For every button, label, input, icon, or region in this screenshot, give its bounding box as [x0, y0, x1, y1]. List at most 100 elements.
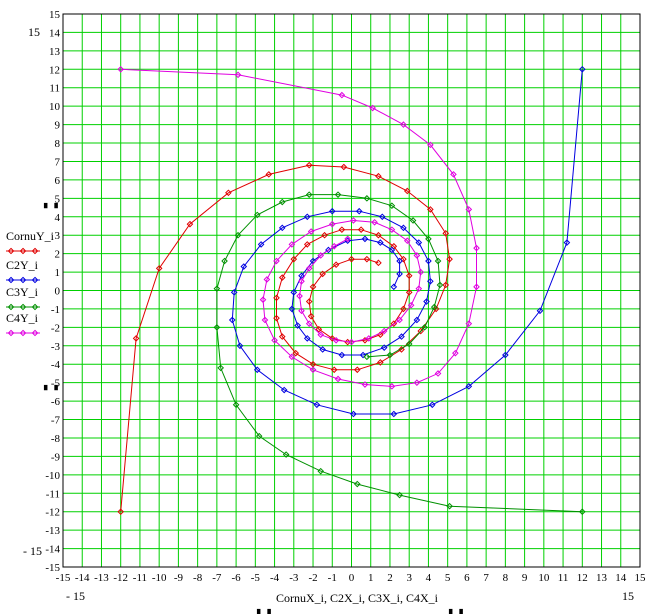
data-point [396, 257, 403, 265]
data-point [536, 307, 544, 315]
data-point [305, 265, 313, 272]
data-point [465, 320, 473, 327]
data-point [213, 285, 221, 292]
y-tick-label: -3 [51, 341, 61, 353]
data-point [388, 246, 396, 254]
data-point [328, 335, 336, 342]
data-point [305, 161, 313, 169]
y-tick-label: -14 [45, 544, 60, 556]
data-point [317, 252, 325, 259]
data-point [186, 220, 194, 228]
data-point [353, 480, 361, 488]
legend-swatch-marker [7, 303, 15, 311]
data-point [288, 305, 296, 313]
legend-label: C2Y_i [6, 258, 39, 272]
data-point [307, 312, 315, 320]
data-point [359, 351, 367, 359]
x-tick-label: -4 [270, 572, 280, 584]
data-point [292, 349, 300, 357]
data-point [363, 195, 371, 202]
data-point [365, 335, 373, 342]
data-point [427, 141, 434, 149]
data-point [446, 255, 453, 263]
data-point [278, 224, 286, 232]
data-point [338, 351, 346, 359]
data-point [380, 327, 388, 335]
axis-marker-1: ▖▗ [43, 198, 59, 209]
data-point [338, 226, 346, 233]
data-point [396, 270, 403, 278]
data-point [319, 346, 326, 353]
data-point [390, 283, 398, 291]
data-point [400, 305, 407, 313]
tick-layer: 1514131211109876543210-1-2-3-4-5-6-7-8-9… [45, 9, 646, 584]
data-point [350, 410, 357, 418]
data-point [117, 65, 125, 73]
x-tick-label: 8 [503, 572, 509, 584]
data-point [375, 172, 382, 180]
y-tick-label: -12 [45, 507, 60, 519]
data-point [400, 121, 407, 128]
data-point [400, 255, 407, 263]
y-tick-label: 7 [55, 156, 61, 168]
y-tick-label: -13 [45, 525, 60, 537]
data-point [340, 163, 348, 171]
x-tick-label: -6 [232, 572, 242, 584]
data-point [255, 432, 263, 440]
y-tick-label: -10 [45, 470, 60, 482]
data-point [319, 270, 326, 278]
legend-label: C3Y_i [6, 285, 39, 299]
data-point [132, 335, 140, 342]
data-point [278, 274, 286, 281]
x-tick-label: 1 [368, 572, 374, 584]
data-point [278, 333, 286, 340]
data-point [405, 289, 413, 296]
data-point [253, 211, 261, 219]
y-tick-label: -4 [51, 359, 61, 371]
data-point [296, 292, 303, 300]
y-tick-label: 10 [49, 101, 61, 113]
data-point [348, 255, 355, 263]
data-point [334, 191, 342, 198]
x-tick-label: 4 [426, 572, 432, 584]
data-point [353, 366, 361, 374]
data-point [288, 353, 296, 361]
x-tick-label: -2 [308, 572, 317, 584]
series-line [216, 194, 583, 513]
data-point [315, 325, 323, 333]
data-point [386, 351, 394, 359]
legend-swatch-marker [31, 276, 39, 284]
x-tick-label: 2 [387, 572, 393, 584]
y-tick-label: 0 [55, 286, 61, 298]
data-point [282, 451, 290, 458]
legend-label: CornuY_i [6, 229, 55, 243]
data-point [305, 191, 313, 198]
x-tick-label: 9 [522, 572, 528, 584]
data-point [446, 502, 453, 510]
legend-swatch-marker [19, 303, 27, 311]
data-point [403, 187, 411, 195]
data-point [423, 298, 430, 305]
data-point [155, 265, 163, 272]
x-tick-label: 15 [635, 572, 647, 584]
data-point [236, 342, 244, 350]
y-tick-label: -5 [51, 378, 61, 390]
x-tick-label: -9 [174, 572, 184, 584]
data-point [332, 336, 340, 344]
data-point [334, 375, 342, 383]
data-point [361, 235, 369, 243]
data-point [328, 220, 336, 228]
x-tick-label: 10 [538, 572, 550, 584]
data-point [317, 467, 325, 475]
y-tick-label: 15 [49, 9, 61, 21]
y-tick-label: 14 [49, 27, 61, 39]
y-tick-label: 12 [49, 64, 60, 76]
data-point [298, 307, 305, 315]
data-point [409, 217, 417, 224]
y-max-label: 15 [28, 25, 40, 39]
x-tick-label: 11 [558, 572, 569, 584]
x-tick-label: -1 [328, 572, 337, 584]
y-tick-label: -11 [46, 488, 60, 500]
data-point [330, 366, 338, 374]
data-point [280, 386, 288, 394]
